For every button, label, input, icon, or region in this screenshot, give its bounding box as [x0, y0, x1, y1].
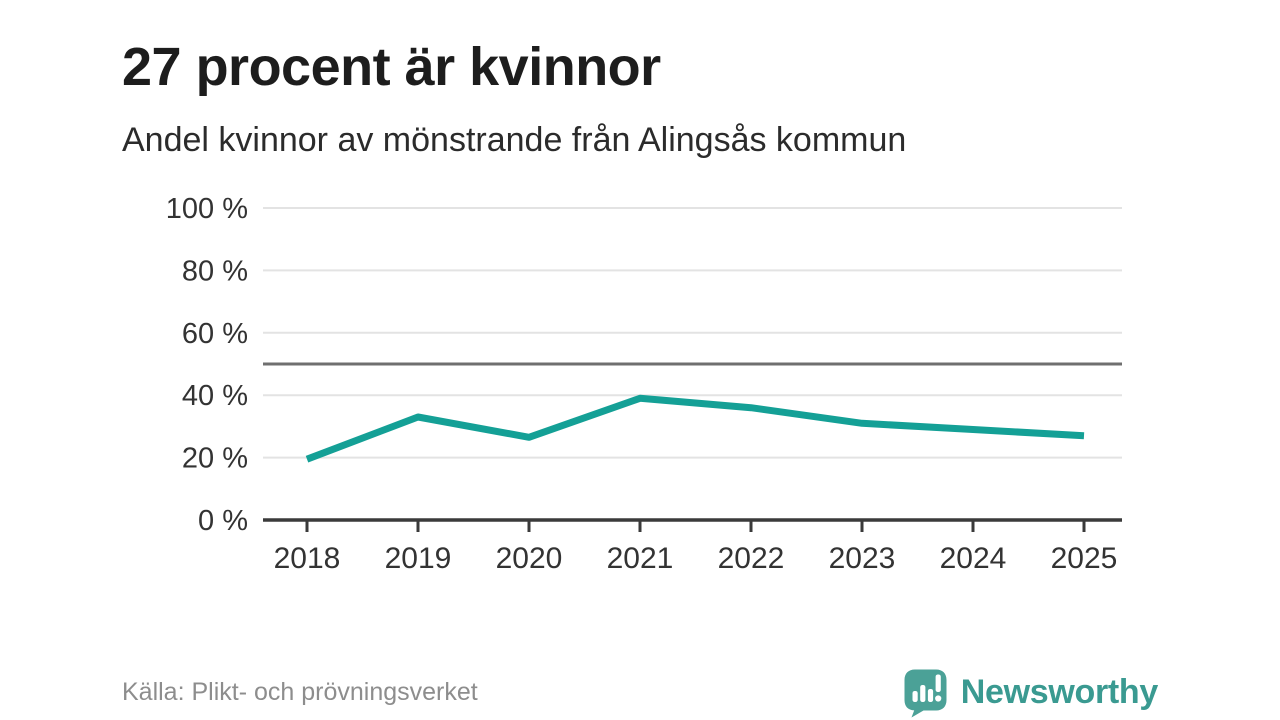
newsworthy-logo-icon: [904, 669, 947, 717]
x-axis-label: 2022: [718, 542, 785, 575]
chart-subtitle: Andel kvinnor av mönstrande från Alingså…: [122, 121, 907, 159]
y-axis-label: 0 %: [198, 505, 248, 537]
y-axis-label: 40 %: [182, 380, 248, 412]
source-note: Källa: Plikt- och prövningsverket: [122, 677, 478, 706]
x-axis-label: 2020: [496, 542, 563, 575]
gridlines-layer: [263, 207, 1122, 459]
logo-bar-3: [927, 688, 933, 702]
axis-layer: [263, 518, 1122, 532]
x-axis-label: 2023: [829, 542, 896, 575]
logo-exclamation-dot: [934, 694, 942, 702]
x-axis-label: 2021: [607, 542, 674, 575]
brand-name: Newsworthy: [960, 672, 1159, 711]
chart-title: 27 procent är kvinnor: [122, 37, 661, 98]
data-series-layer: [305, 394, 1085, 463]
x-axis-label: 2024: [940, 542, 1007, 575]
y-axis-label: 80 %: [182, 255, 248, 287]
logo-bar-2: [919, 684, 926, 702]
footer: Källa: Plikt- och prövningsverket Newswo…: [122, 667, 1158, 718]
logo-bar-1: [912, 690, 918, 702]
y-axis-label: 60 %: [182, 318, 248, 350]
newsworthy-branding: Newsworthy: [902, 667, 1158, 718]
y-axis-label: 20 %: [182, 443, 248, 475]
x-axis-label: 2018: [274, 542, 341, 575]
data-line: [305, 394, 1085, 463]
y-axis-label: 100 %: [166, 193, 248, 225]
axis-labels-layer: 0 % 20 % 40 % 60 % 80 % 100 % 2018 2019 2020 2021…: [166, 193, 1118, 575]
logo-exclamation-bar: [935, 674, 941, 692]
x-axis-label: 2019: [385, 542, 452, 575]
x-axis-label: 2025: [1051, 542, 1118, 575]
